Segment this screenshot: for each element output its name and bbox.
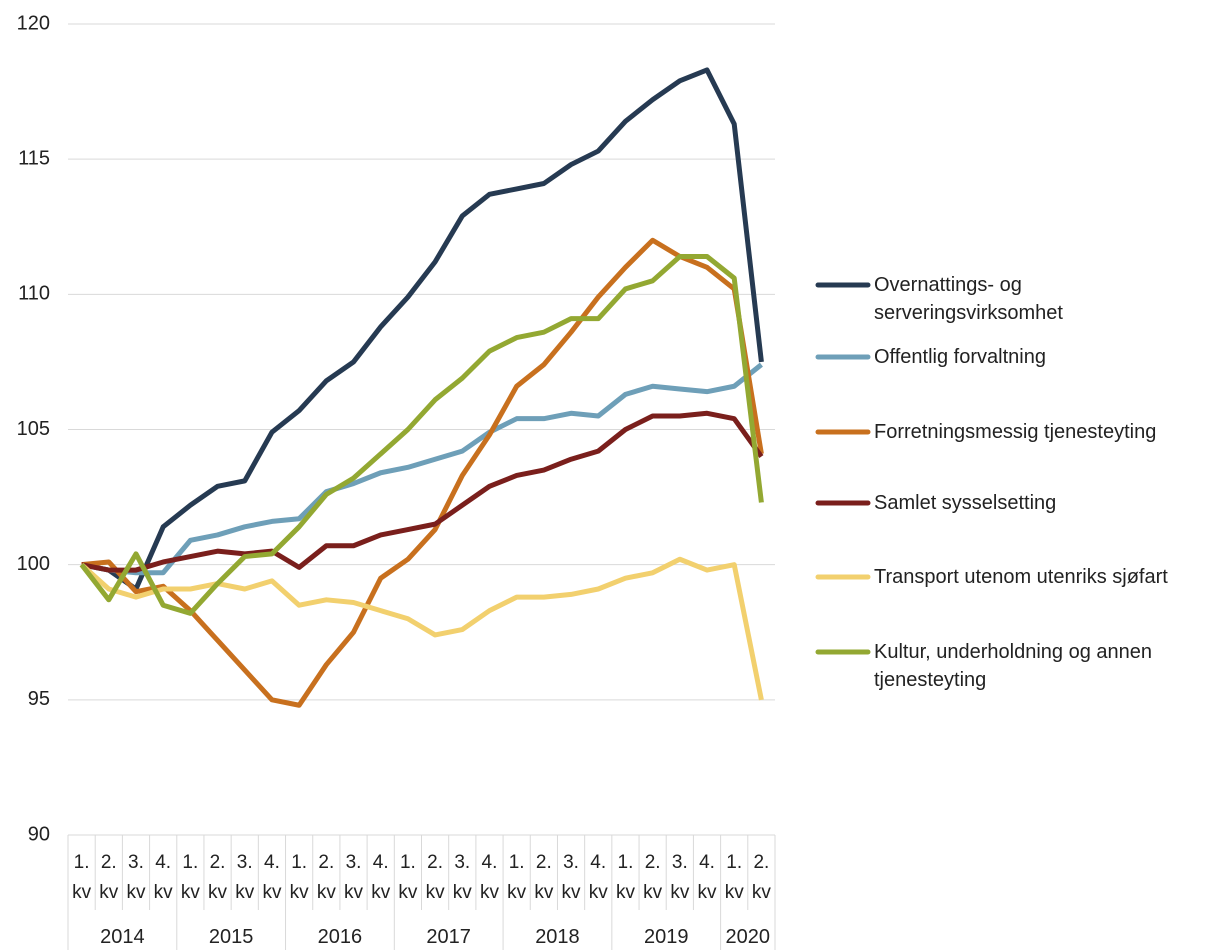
y-tick-label: 90 bbox=[28, 823, 50, 845]
series-line bbox=[81, 362, 763, 576]
x-tick-label: 2. kv bbox=[534, 852, 554, 903]
x-tick-label: 3. kv bbox=[126, 852, 146, 903]
x-tick-label: 1. kv bbox=[398, 852, 418, 903]
legend-label: Forretningsmessig tjenesteyting bbox=[874, 421, 1157, 443]
x-tick-label: 3. kv bbox=[344, 852, 364, 903]
legend-label: Kultur, underholdning og annen tjenestey… bbox=[874, 641, 1153, 691]
x-tick-label: 2. kv bbox=[425, 852, 445, 903]
year-label: 2014 bbox=[100, 926, 145, 948]
x-tick-label: 2. kv bbox=[316, 852, 336, 903]
x-tick-label: 4. kv bbox=[371, 852, 391, 903]
x-tick-label: 1. kv bbox=[72, 852, 92, 903]
y-tick-label: 120 bbox=[17, 12, 50, 34]
x-tick-label: 4. kv bbox=[153, 852, 173, 903]
y-tick-label: 110 bbox=[18, 283, 50, 305]
x-tick-label: 2. kv bbox=[643, 852, 663, 903]
year-label: 2018 bbox=[535, 926, 580, 948]
x-tick-label: 3. kv bbox=[452, 852, 472, 903]
year-label: 2020 bbox=[725, 926, 771, 948]
year-label: 2017 bbox=[426, 926, 471, 948]
x-tick-label: 4. kv bbox=[588, 852, 608, 903]
x-tick-label: 3. kv bbox=[561, 852, 581, 903]
y-tick-label: 100 bbox=[17, 553, 50, 575]
x-tick-label: 2. kv bbox=[751, 852, 771, 903]
series-line bbox=[79, 556, 764, 701]
x-tick-label: 2. kv bbox=[208, 852, 228, 903]
year-label: 2016 bbox=[317, 926, 363, 948]
legend-label: Samlet sysselsetting bbox=[874, 492, 1057, 514]
x-tick-label: 1. kv bbox=[615, 852, 635, 903]
y-tick-label: 115 bbox=[18, 147, 50, 169]
y-tick-label: 105 bbox=[17, 418, 50, 440]
legend-label: Offentlig forvaltning bbox=[874, 346, 1046, 368]
x-tick-label: 3. kv bbox=[670, 852, 690, 903]
year-label: 2015 bbox=[208, 926, 254, 948]
year-label: 2019 bbox=[643, 926, 689, 948]
series-line bbox=[81, 237, 764, 708]
x-tick-label: 4. kv bbox=[479, 852, 499, 903]
legend-label: Overnattings- og serveringsvirksomhet bbox=[874, 274, 1063, 324]
series-line bbox=[81, 410, 764, 573]
series-line bbox=[81, 67, 764, 592]
legend-label: Transport utenom utenriks sjøfart bbox=[874, 566, 1168, 588]
y-tick-label: 95 bbox=[28, 688, 50, 710]
x-tick-label: 3. kv bbox=[235, 852, 255, 903]
x-tick-label: 4. kv bbox=[697, 852, 717, 903]
x-tick-label: 2. kv bbox=[99, 852, 119, 903]
x-tick-label: 1. kv bbox=[724, 852, 744, 903]
series-line bbox=[79, 253, 764, 616]
x-tick-label: 1. kv bbox=[289, 852, 309, 903]
x-tick-label: 1. kv bbox=[507, 852, 527, 903]
x-tick-label: 1. kv bbox=[180, 852, 200, 903]
x-tick-label: 4. kv bbox=[262, 852, 282, 903]
